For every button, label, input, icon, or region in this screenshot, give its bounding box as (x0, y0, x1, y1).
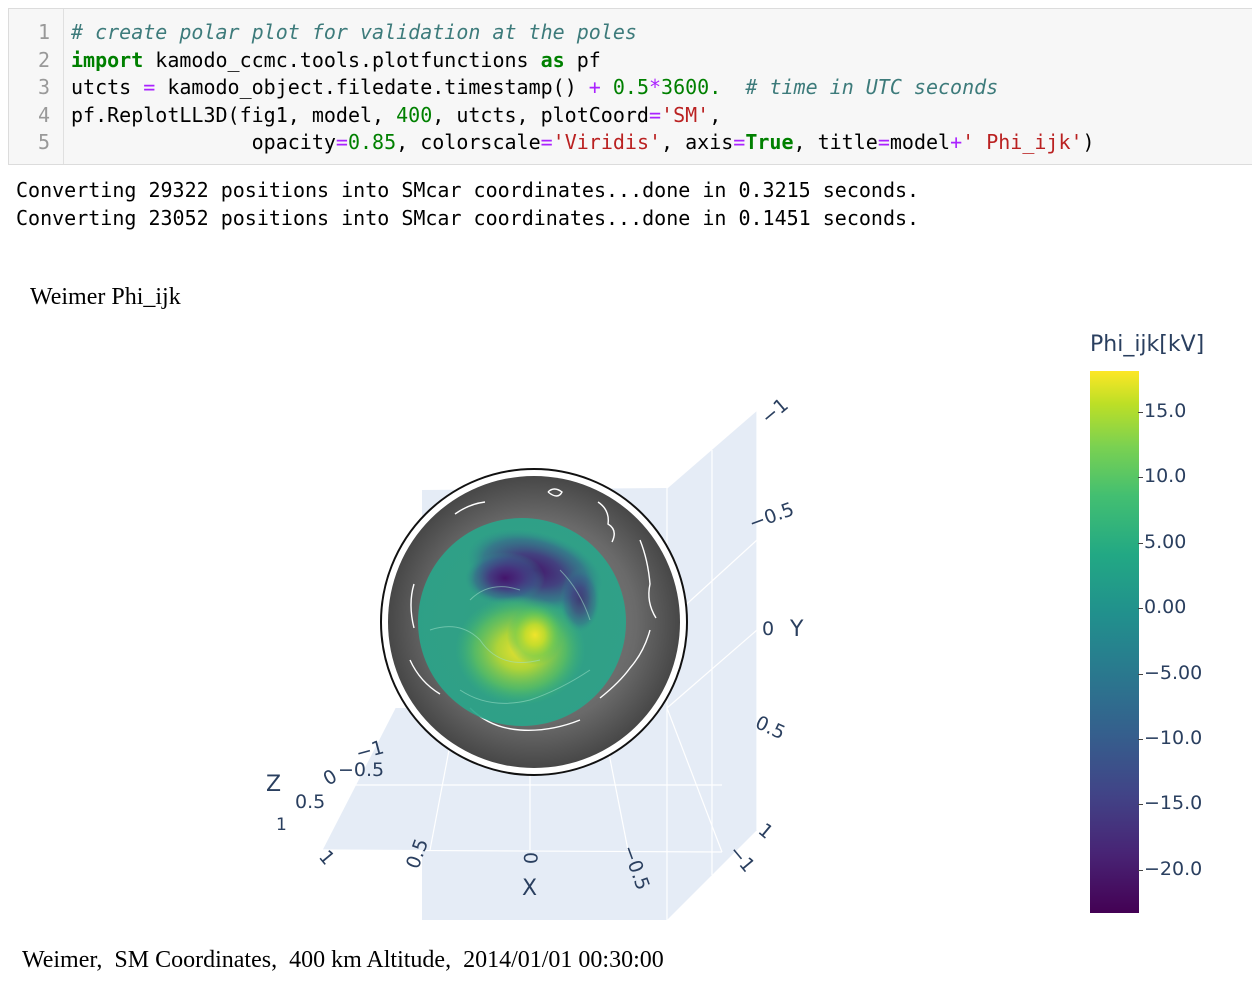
colorbar-title: Phi_ijk[kV] (1090, 332, 1205, 357)
code-token: 'SM' (661, 102, 710, 127)
line-number: 4 (37, 102, 50, 127)
output-line: Converting 29322 positions into SMcar co… (16, 178, 920, 202)
code-token: , title (793, 130, 878, 154)
code-token: = (648, 102, 662, 127)
code-token (721, 75, 745, 99)
z-axis-label: Z (266, 772, 281, 797)
code-cell[interactable]: 1 2 3 4 5 # create polar plot for valida… (8, 8, 1252, 165)
code-token: , axis (661, 130, 734, 154)
x-tick: 0 (519, 852, 541, 864)
colorbar-tick: −5.00 (1137, 662, 1203, 684)
code-token: as (540, 47, 565, 72)
code-token: 3600. (661, 75, 722, 99)
z-tick: 0.5 (295, 791, 325, 813)
colorbar-tick: −15.0 (1137, 792, 1203, 814)
plot-footer: Weimer, SM Coordinates, 400 km Altitude,… (22, 947, 664, 973)
code-line[interactable]: opacity=0.85, colorscale='Viridis', axis… (71, 129, 1095, 157)
code-token: ) (1082, 130, 1095, 154)
code-token: + (588, 75, 601, 99)
plot-title: Weimer Phi_ijk (30, 284, 181, 310)
code-token: + (950, 130, 963, 154)
code-line[interactable]: import kamodo_ccmc.tools.plotfunctions a… (71, 47, 601, 75)
code-token (601, 75, 613, 99)
code-token: = (540, 130, 553, 154)
colorbar-tick: 10.0 (1137, 465, 1187, 487)
line-number-gutter: 1 2 3 4 5 (9, 9, 64, 164)
colorbar[interactable] (1090, 371, 1139, 913)
code-token: * (649, 75, 662, 99)
code-token: 0.5 (612, 75, 649, 99)
code-token: 'Viridis' (552, 130, 662, 154)
code-token: pf (564, 47, 601, 72)
code-token: # time in UTC seconds (745, 75, 999, 99)
code-token: = (143, 75, 156, 99)
code-line[interactable]: utcts = kamodo_object.filedate.timestamp… (71, 74, 998, 102)
y-tick: −1 (757, 394, 793, 429)
potential-field (429, 529, 604, 705)
code-token: = (877, 130, 890, 154)
code-token: 400 (396, 102, 433, 127)
code-token: # create polar plot for validation at th… (71, 20, 637, 44)
code-token: True (745, 130, 794, 154)
x-axis-label: X (522, 876, 537, 901)
code-token: kamodo_ccmc.tools.plotfunctions (143, 47, 541, 72)
code-token: utcts (71, 75, 144, 99)
colorbar-tick: 0.00 (1137, 596, 1187, 618)
code-token: 0.85 (347, 130, 397, 154)
y-axis-label: Y (789, 617, 804, 642)
code-token: = (733, 130, 746, 154)
line-number: 3 (37, 75, 50, 99)
code-token: import (71, 47, 144, 72)
code-token: pf.ReplotLL3D(fig1, model, (71, 102, 397, 127)
pane-floor (322, 708, 757, 852)
x-tick: 1 (314, 846, 339, 869)
code-line[interactable]: pf.ReplotLL3D(fig1, model, 400, utcts, p… (71, 102, 721, 130)
y-tick: 0 (762, 618, 774, 640)
code-token: = (335, 130, 348, 154)
coastlines (409, 488, 657, 731)
colorbar-tick: 5.00 (1137, 531, 1187, 553)
code-line[interactable]: # create polar plot for validation at th… (71, 19, 637, 47)
code-token: , colorscale (396, 130, 541, 154)
z-tick: 1 (276, 815, 287, 835)
code-token: model (889, 130, 951, 154)
colorbar-tick: 15.0 (1137, 400, 1187, 422)
code-token: ' Phi_ijk' (962, 130, 1083, 154)
line-number: 1 (37, 20, 50, 44)
3d-scene[interactable]: −1 −0.5 0 0.5 1 Y 1 0.5 0 −0.5 −1 X −1 −… (0, 330, 1060, 930)
output-line: Converting 23052 positions into SMcar co… (16, 206, 920, 230)
code-token: kamodo_object.filedate.timestamp() (155, 75, 589, 99)
colorbar-tick: −20.0 (1137, 858, 1203, 880)
code-token: , (709, 102, 722, 127)
colorbar-tick: −10.0 (1137, 727, 1203, 749)
z-tick: −0.5 (338, 759, 384, 781)
line-number: 2 (37, 47, 50, 72)
line-number: 5 (37, 130, 50, 154)
code-token: opacity (71, 130, 336, 154)
code-token: , utcts, plotCoord (432, 102, 649, 127)
